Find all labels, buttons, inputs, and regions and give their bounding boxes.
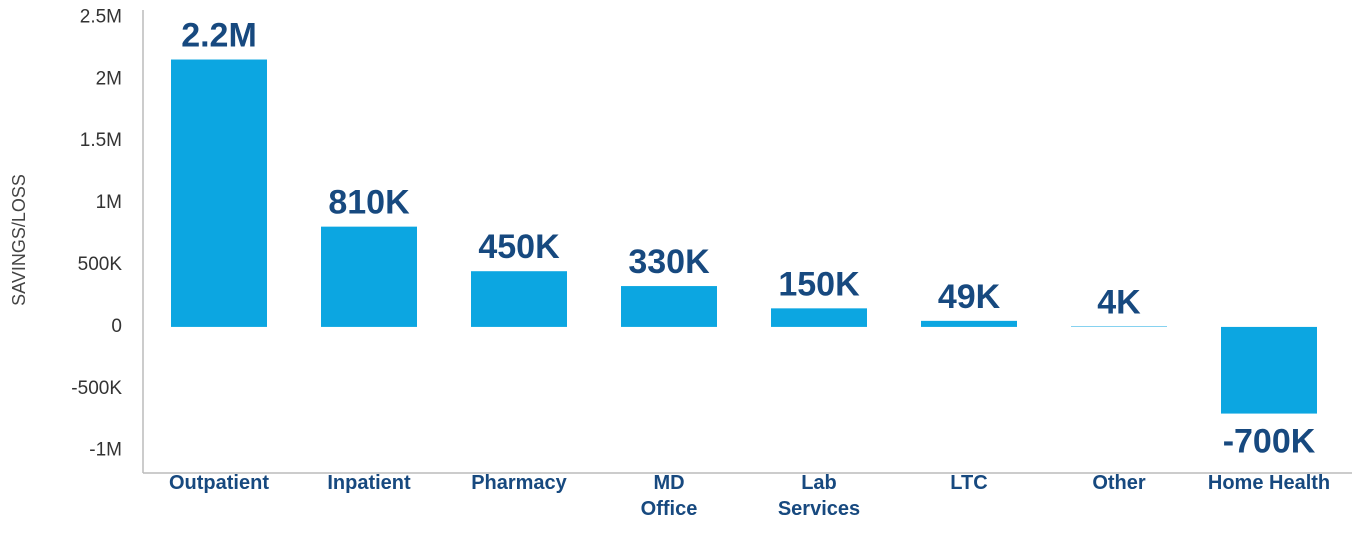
bar [621, 286, 717, 327]
x-tick-label: Home Health [1207, 472, 1331, 494]
x-tick-label: Pharmacy [471, 472, 567, 494]
data-label: -700K [1223, 423, 1316, 461]
y-tick-label: 2.5M [80, 6, 122, 27]
bar [171, 59, 267, 327]
y-tick-label: 1M [96, 192, 122, 213]
x-tick-label: MD Office [640, 472, 698, 520]
y-tick-label: 500K [78, 254, 123, 275]
y-tick-label: -500K [71, 378, 122, 399]
bar [921, 320, 1017, 327]
x-tick-label: Lab Services [777, 472, 861, 520]
y-tick-label: 1.5M [80, 130, 122, 151]
data-label: 150K [778, 265, 860, 303]
y-tick-label: 2M [96, 68, 122, 89]
x-tick-label: Inpatient [327, 472, 411, 494]
y-tick-label: 0 [111, 316, 122, 337]
data-label: 450K [478, 228, 560, 266]
bar [471, 271, 567, 327]
bar [1221, 326, 1317, 414]
data-label: 4K [1097, 283, 1141, 321]
x-tick-label: LTC [950, 472, 988, 494]
data-label: 810K [328, 184, 410, 222]
y-axis-label: SAVINGS/LOSS [9, 174, 29, 306]
data-label: 49K [938, 278, 1001, 316]
y-tick-label: -1M [89, 440, 122, 461]
data-label: 2.2M [181, 17, 257, 55]
x-tick-label: Other [1092, 472, 1146, 494]
bar [771, 308, 867, 327]
bar [321, 226, 417, 327]
x-tick-label: Outpatient [169, 472, 269, 494]
data-label: 330K [628, 243, 710, 281]
